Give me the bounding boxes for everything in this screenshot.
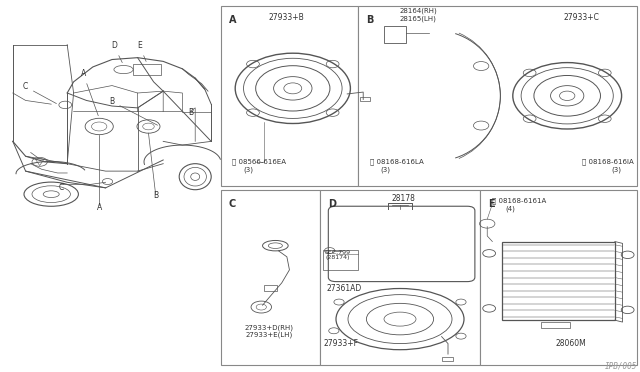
Text: (3): (3) [611,166,621,173]
Text: A: A [228,15,236,25]
Bar [358,6,637,186]
Text: 28178: 28178 [392,194,416,203]
Bar [502,241,615,320]
Text: 27933+B: 27933+B [269,13,304,22]
Text: (3): (3) [381,166,391,173]
Bar [221,6,358,186]
Text: 27933+D(RH)
27933+E(LH): 27933+D(RH) 27933+E(LH) [244,324,294,338]
Text: IPB/005: IPB/005 [604,361,637,370]
Text: E: E [488,199,494,209]
Text: Ⓢ 08566-616EA: Ⓢ 08566-616EA [232,159,286,165]
Text: E: E [137,41,146,61]
Text: Ⓡ 08168-616IA: Ⓡ 08168-616IA [582,159,634,165]
Text: Ⓡ 08168-616LA: Ⓡ 08168-616LA [370,159,424,165]
Text: 28060M: 28060M [556,339,587,348]
Text: B: B [188,108,193,117]
Text: C: C [228,199,236,209]
Text: A: A [97,203,102,212]
Bar [323,250,358,270]
Bar [320,190,480,365]
Text: 27933+F: 27933+F [323,339,358,348]
Bar [384,26,406,43]
Text: B: B [109,97,157,125]
Text: C: C [58,183,63,192]
Text: (3): (3) [243,166,253,173]
Bar [133,64,161,75]
Bar [480,190,637,365]
Text: A: A [81,69,99,116]
Text: C: C [23,82,56,103]
Bar [541,322,570,328]
Bar [221,190,320,365]
Text: 27361AD: 27361AD [326,284,362,293]
Text: 28164(RH)
28165(LH): 28164(RH) 28165(LH) [400,8,438,22]
Text: Ⓡ 08168-6161A: Ⓡ 08168-6161A [492,198,546,204]
Text: D: D [328,199,336,209]
Text: D: D [111,41,122,62]
Text: B: B [366,15,374,25]
Text: 27933+C: 27933+C [564,13,600,22]
Text: B: B [153,191,158,200]
Bar [264,285,276,291]
Bar [360,97,370,101]
Text: (4): (4) [506,205,515,212]
Bar [442,357,453,361]
Text: SEC.799
(28174): SEC.799 (28174) [325,250,351,260]
